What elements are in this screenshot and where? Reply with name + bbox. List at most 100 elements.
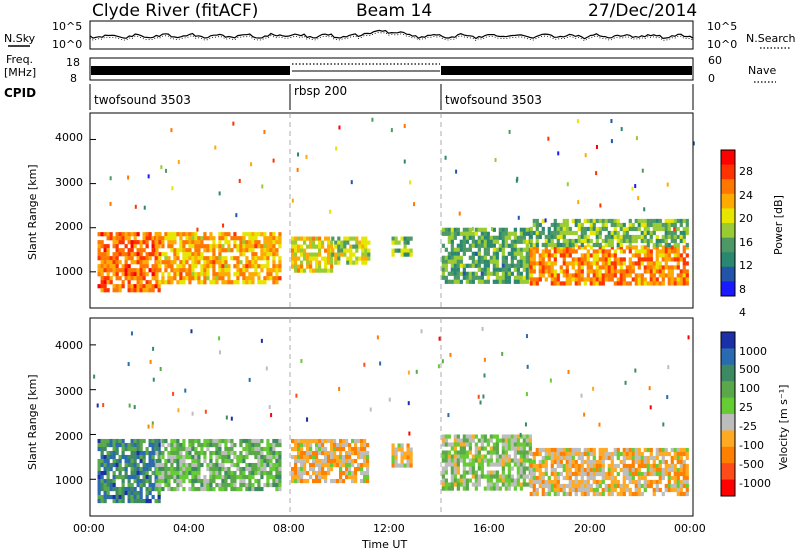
heatmap-cell: [649, 269, 653, 274]
heatmap-cell: [601, 459, 605, 465]
heatmap-cell: [130, 240, 134, 245]
heatmap-cell: [139, 490, 143, 496]
heatmap-cell: [100, 450, 104, 456]
heatmap-cell: [550, 230, 554, 236]
heatmap-cell: [619, 273, 623, 278]
heatmap-cell: [670, 269, 674, 274]
heatmap-cell: [272, 244, 276, 249]
heatmap-cell: [275, 474, 279, 480]
heatmap-cell: [456, 267, 460, 272]
heatmap-cell: [532, 475, 536, 481]
heatmap-cell: [682, 475, 686, 481]
heatmap-cell: [348, 458, 352, 464]
velocity-cbar-tick-1000: 1000: [739, 345, 767, 358]
heatmap-cell: [637, 471, 641, 477]
heatmap-cell: [100, 280, 104, 285]
heatmap-cell: [586, 471, 590, 477]
heatmap-cell: [334, 244, 338, 249]
heatmap-cell: [676, 281, 680, 286]
heatmap-cell: [245, 232, 249, 237]
heatmap-cell: [667, 218, 671, 224]
heatmap-cell: [444, 267, 448, 272]
heatmap-cell: [480, 275, 484, 280]
heatmap-cell: [483, 243, 487, 248]
heatmap-cell: [658, 459, 662, 465]
heatmap-cell: [176, 280, 180, 285]
heatmap-cell: [272, 280, 276, 285]
heatmap-cell: [471, 243, 475, 248]
heatmap-cell: [643, 226, 647, 232]
heatmap-cell: [459, 482, 463, 487]
heatmap-cell: [610, 265, 614, 270]
heatmap-cell: [167, 454, 171, 460]
heatmap-cell: [358, 256, 362, 261]
freq-block-1: [91, 66, 290, 75]
heatmap-cell: [586, 265, 590, 270]
heatmap-cell: [327, 462, 331, 468]
heatmap-cell: [670, 257, 674, 262]
heatmap-cell: [179, 442, 183, 448]
heatmap-cell: [182, 276, 186, 281]
heatmap-cell: [441, 482, 445, 487]
heatmap-cell: [272, 442, 276, 448]
heatmap-cell: [571, 479, 575, 485]
heatmap-cell: [191, 442, 195, 448]
heatmap-cell: [149, 359, 152, 364]
heatmap-cell: [245, 462, 249, 468]
heatmap-cell: [297, 248, 301, 253]
heatmap-cell: [661, 281, 665, 286]
heatmap-cell: [468, 438, 472, 443]
heatmap-cell: [303, 438, 307, 444]
heatmap-cell: [447, 454, 451, 459]
heatmap-cell: [604, 242, 608, 248]
heatmap-cell: [480, 466, 484, 471]
heatmap-cell: [529, 257, 533, 262]
heatmap-cell: [589, 218, 593, 224]
heatmap-cell: [504, 227, 508, 232]
heatmap-cell: [519, 247, 523, 252]
heatmap-cell: [562, 467, 566, 473]
heatmap-cell: [589, 475, 593, 481]
heatmap-cell: [444, 450, 448, 455]
heatmap-cell: [130, 490, 134, 496]
heatmap-cell: [100, 252, 104, 257]
heatmap-cell: [562, 483, 566, 489]
heatmap-cell: [529, 273, 533, 278]
heatmap-cell: [266, 438, 270, 444]
xtick-1: 04:00: [173, 522, 205, 535]
heatmap-cell: [251, 256, 255, 261]
heatmap-cell: [483, 373, 486, 378]
heatmap-cell: [441, 271, 445, 276]
heatmap-cell: [371, 117, 374, 122]
heatmap-cell: [553, 447, 557, 453]
heatmap-cell: [532, 245, 536, 250]
heatmap-cell: [294, 248, 298, 253]
heatmap-cell: [676, 234, 680, 240]
noise-axis-top-right: 10^5: [707, 20, 737, 33]
heatmap-cell: [142, 284, 146, 289]
heatmap-cell: [300, 244, 304, 249]
station-title: Clyde River (fitACF): [92, 1, 258, 21]
heatmap-cell: [529, 226, 533, 232]
heatmap-cell: [522, 275, 526, 280]
heatmap-cell: [297, 244, 301, 249]
heatmap-cell: [291, 256, 295, 261]
heatmap-cell: [242, 272, 246, 277]
heatmap-cell: [278, 240, 282, 245]
heatmap-cell: [619, 491, 623, 497]
heatmap-cell: [562, 249, 566, 254]
heatmap-cell: [127, 268, 131, 273]
heatmap-cell: [532, 467, 536, 473]
heatmap-cell: [580, 234, 584, 240]
heatmap-cell: [532, 479, 536, 485]
heatmap-cell: [164, 232, 168, 237]
heatmap-cell: [176, 268, 180, 273]
heatmap-cell: [679, 230, 683, 236]
heatmap-cell: [444, 263, 448, 268]
heatmap-cell: [312, 450, 316, 456]
heatmap-cell: [619, 238, 623, 244]
heatmap-cell: [294, 470, 298, 476]
heatmap-cell: [133, 450, 137, 456]
heatmap-cell: [306, 244, 310, 249]
heatmap-cell: [625, 269, 629, 274]
